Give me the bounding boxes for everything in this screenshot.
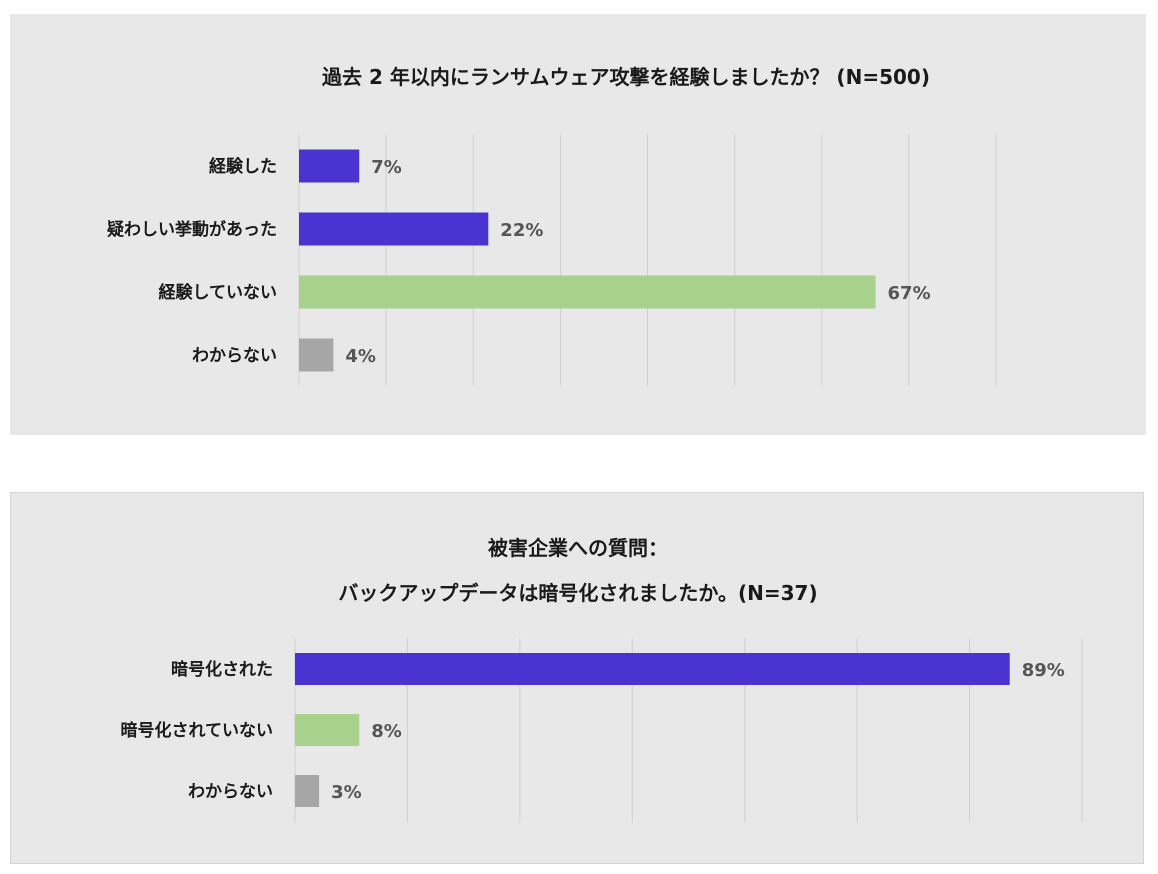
value-label: 89% [1022,660,1065,681]
chart-title: 被害企業への質問： [488,536,668,560]
category-label: わからない [188,782,273,802]
value-label: 3% [331,782,362,803]
value-label: 7% [371,157,402,178]
bar [299,212,489,246]
chart-title: 過去 2 年以内にランサムウェア攻撃を経験しましたか？ (N=500) [322,65,930,89]
category-label: わからない [192,346,277,366]
chart-subtitle: バックアップデータは暗号化されましたか。(N=37) [338,581,817,605]
category-label: 経験していない [159,282,278,303]
bar [295,714,360,746]
bar [299,338,334,372]
category-label: 経験した [209,156,277,177]
bar [299,275,876,309]
chart-panel-ransomware-experience: 過去 2 年以内にランサムウェア攻撃を経験しましたか？ (N=500) 経験した… [10,14,1146,435]
bar [299,149,360,183]
value-label: 8% [371,721,402,742]
category-label: 暗号化された [171,659,273,680]
chart-ransomware-experience: 過去 2 年以内にランサムウェア攻撃を経験しましたか？ (N=500) 経験した… [107,65,997,386]
value-label: 67% [888,283,931,304]
value-label: 4% [345,346,376,367]
chart-panel-backup-encryption: 被害企業への質問： バックアップデータは暗号化されましたか。(N=37) 暗号化… [10,492,1144,864]
category-label: 疑わしい挙動があった [107,219,277,240]
category-label: 暗号化されていない [121,720,274,741]
chart-backup-encryption: 被害企業への質問： バックアップデータは暗号化されましたか。(N=37) 暗号化… [121,536,1083,822]
bar [295,775,320,807]
bar [295,653,1010,685]
value-label: 22% [500,220,543,241]
